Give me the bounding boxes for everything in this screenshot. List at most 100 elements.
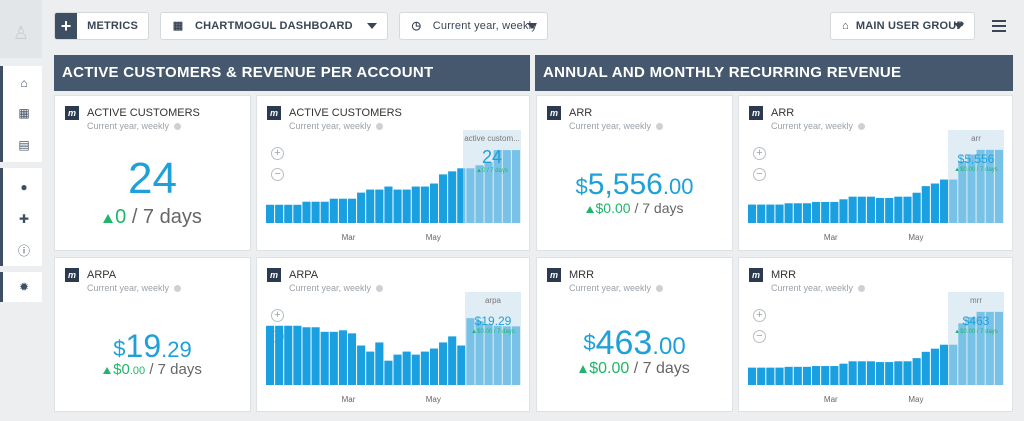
plug-icon[interactable]: ✚ (18, 212, 30, 226)
hamburger-menu-icon[interactable] (992, 20, 1006, 32)
info-icon[interactable]: ⓘ (17, 244, 30, 258)
bar[interactable] (284, 325, 293, 385)
bar[interactable] (420, 351, 429, 385)
bug-icon[interactable]: ✹ (18, 280, 30, 294)
zoom-out-icon[interactable]: − (753, 330, 766, 343)
bar[interactable] (930, 348, 939, 385)
info-dot-icon[interactable] (858, 285, 866, 293)
bar[interactable] (821, 201, 830, 223)
zoom-out-icon[interactable]: − (753, 168, 766, 181)
dashboard-select[interactable]: ▦ CHARTMOGUL DASHBOARD (160, 12, 388, 40)
bar[interactable] (912, 192, 921, 223)
info-dot-icon[interactable] (174, 123, 182, 131)
bar[interactable] (766, 204, 775, 223)
bar[interactable] (375, 342, 384, 385)
bar[interactable] (357, 192, 366, 223)
bar[interactable] (275, 204, 284, 223)
bar[interactable] (930, 183, 939, 224)
bar[interactable] (903, 196, 912, 223)
kpi-card-mrr[interactable]: m MRR Current year, weekly $463.00 $0.00 … (536, 257, 733, 412)
bar[interactable] (921, 186, 930, 223)
bar[interactable] (802, 203, 811, 223)
bar[interactable] (894, 361, 903, 385)
metrics-button[interactable]: + METRICS (54, 12, 149, 40)
bar[interactable] (903, 361, 912, 385)
zoom-in-icon[interactable]: + (753, 147, 766, 160)
bar[interactable] (329, 331, 338, 385)
bar[interactable] (384, 186, 393, 223)
user-group-select[interactable]: ⌂ MAIN USER GROUP (830, 12, 975, 40)
bar[interactable] (866, 196, 875, 223)
chart-card-mrr[interactable]: m MRR Current year, weekly + − Mar May mrr $463 ▲… (738, 257, 1013, 412)
bar[interactable] (885, 197, 894, 223)
bar[interactable] (448, 336, 457, 385)
bar[interactable] (940, 344, 949, 385)
bar[interactable] (793, 366, 802, 385)
bar[interactable] (302, 327, 311, 385)
bar[interactable] (311, 327, 320, 385)
bar[interactable] (429, 348, 439, 385)
bar[interactable] (439, 342, 448, 385)
bar[interactable] (894, 196, 903, 223)
bar[interactable] (821, 366, 830, 385)
bar[interactable] (912, 358, 921, 385)
bar[interactable] (320, 331, 329, 385)
bar[interactable] (885, 362, 894, 385)
kpi-card-active-customers[interactable]: m ACTIVE CUSTOMERS Current year, weekly 2… (54, 95, 251, 251)
bar[interactable] (876, 197, 885, 223)
clipboard-icon[interactable]: ▤ (18, 138, 30, 152)
bar[interactable] (784, 203, 793, 223)
bar[interactable] (848, 196, 857, 223)
zoom-in-icon[interactable]: + (271, 309, 284, 322)
user-icon[interactable]: ● (20, 180, 28, 194)
bar[interactable] (775, 204, 784, 223)
bar[interactable] (766, 367, 775, 385)
bar[interactable] (757, 367, 766, 385)
bar[interactable] (347, 198, 357, 223)
bar[interactable] (812, 201, 821, 223)
bar[interactable] (384, 360, 393, 385)
bar[interactable] (757, 204, 766, 223)
bar[interactable] (830, 201, 839, 223)
bar[interactable] (375, 189, 384, 223)
bar[interactable] (293, 325, 302, 385)
bar[interactable] (429, 183, 439, 224)
bar[interactable] (275, 325, 284, 385)
bar[interactable] (329, 198, 338, 223)
bar[interactable] (830, 366, 839, 385)
info-dot-icon[interactable] (656, 285, 664, 293)
chart-card-arr[interactable]: m ARR Current year, weekly + − Mar May arr $5,55… (738, 95, 1013, 251)
bar[interactable] (839, 199, 848, 223)
bar[interactable] (857, 361, 866, 385)
bar[interactable] (311, 201, 320, 223)
period-select[interactable]: ◷ Current year, weekly (399, 12, 548, 40)
bar[interactable] (266, 325, 275, 385)
bar[interactable] (839, 363, 848, 385)
info-dot-icon[interactable] (376, 123, 384, 131)
bar[interactable] (748, 204, 757, 223)
bar[interactable] (775, 367, 784, 385)
bar[interactable] (848, 361, 857, 385)
bar[interactable] (338, 198, 347, 223)
bar[interactable] (338, 330, 347, 385)
bar[interactable] (347, 333, 357, 385)
bar[interactable] (266, 204, 275, 223)
bar[interactable] (802, 366, 811, 385)
bar[interactable] (921, 351, 930, 385)
bar[interactable] (448, 171, 457, 223)
dashboard-icon[interactable]: ▦ (18, 106, 30, 120)
zoom-out-icon[interactable]: − (271, 168, 284, 181)
bar[interactable] (357, 345, 366, 386)
bar[interactable] (302, 201, 311, 223)
bar[interactable] (748, 367, 757, 385)
info-dot-icon[interactable] (174, 285, 182, 293)
bar[interactable] (457, 168, 466, 223)
bar[interactable] (411, 354, 420, 385)
kpi-card-arr[interactable]: m ARR Current year, weekly $5,556.00 $0.0… (536, 95, 733, 251)
chart-card-active-customers[interactable]: m ACTIVE CUSTOMERS Current year, weekly + − M… (256, 95, 530, 251)
bar[interactable] (402, 189, 411, 223)
bar[interactable] (293, 204, 302, 223)
bar[interactable] (457, 345, 466, 386)
info-dot-icon[interactable] (858, 123, 866, 131)
